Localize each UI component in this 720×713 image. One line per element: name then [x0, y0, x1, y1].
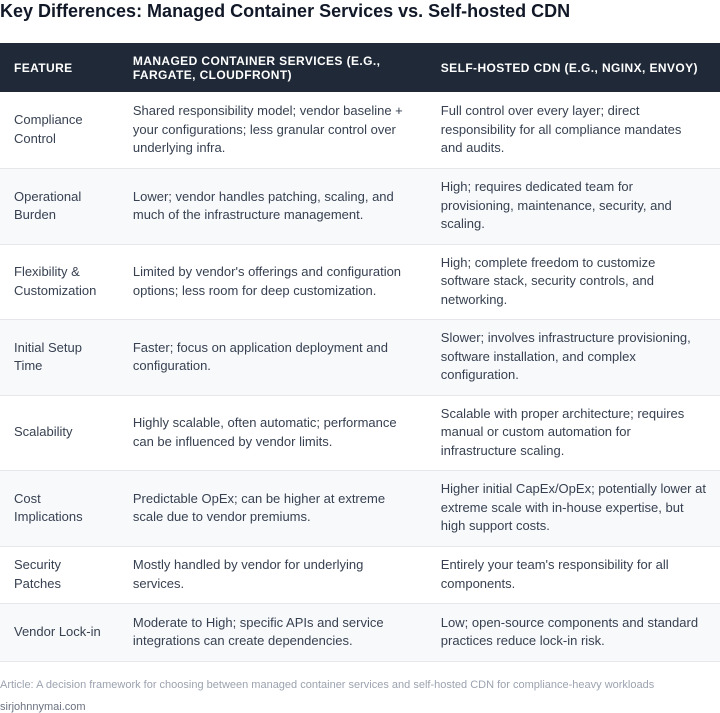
managed-cell: Moderate to High; specific APIs and serv…: [118, 603, 427, 662]
managed-cell: Limited by vendor's offerings and config…: [118, 244, 427, 320]
column-header-feature: FEATURE: [0, 43, 119, 92]
table-row: Operational Burden Lower; vendor handles…: [0, 168, 720, 245]
feature-cell: Cost Implications: [0, 470, 119, 547]
self-hosted-cell: High; requires dedicated team for provis…: [426, 168, 720, 245]
feature-cell: Vendor Lock-in: [0, 603, 119, 662]
feature-cell: Initial Setup Time: [0, 319, 119, 396]
self-hosted-cell: High; complete freedom to customize soft…: [426, 244, 720, 320]
table-row: Vendor Lock-in Moderate to High; specifi…: [0, 603, 720, 662]
table-header-row: FEATURE MANAGED CONTAINER SERVICES (E.G.…: [0, 43, 720, 92]
comparison-table: FEATURE MANAGED CONTAINER SERVICES (E.G.…: [0, 43, 720, 662]
table-row: Scalability Highly scalable, often autom…: [0, 395, 720, 471]
self-hosted-cell: Full control over every layer; direct re…: [426, 92, 720, 169]
table-row: Initial Setup Time Faster; focus on appl…: [0, 319, 720, 396]
self-hosted-cell: Low; open-source components and standard…: [426, 603, 720, 662]
feature-cell: Security Patches: [0, 546, 119, 604]
article-caption: Article: A decision framework for choosi…: [0, 679, 655, 691]
managed-cell: Highly scalable, often automatic; perfor…: [118, 395, 427, 471]
page-title: Key Differences: Managed Container Servi…: [0, 1, 571, 21]
feature-cell: Flexibility & Customization: [0, 244, 119, 320]
source-link[interactable]: sirjohnnymai.com: [0, 701, 86, 713]
table-row: Compliance Control Shared responsibility…: [0, 92, 720, 169]
table-row: Flexibility & Customization Limited by v…: [0, 244, 720, 320]
self-hosted-cell: Slower; involves infrastructure provisio…: [426, 319, 720, 396]
self-hosted-cell: Scalable with proper architecture; requi…: [426, 395, 720, 471]
column-header-self-hosted: SELF-HOSTED CDN (E.G., NGINX, ENVOY): [426, 43, 720, 92]
self-hosted-cell: Higher initial CapEx/OpEx; potentially l…: [426, 470, 720, 547]
managed-cell: Mostly handled by vendor for underlying …: [118, 546, 427, 604]
self-hosted-cell: Entirely your team's responsibility for …: [426, 546, 720, 604]
managed-cell: Lower; vendor handles patching, scaling,…: [118, 168, 427, 245]
managed-cell: Predictable OpEx; can be higher at extre…: [118, 470, 427, 547]
managed-cell: Shared responsibility model; vendor base…: [118, 92, 427, 169]
managed-cell: Faster; focus on application deployment …: [118, 319, 427, 396]
table-row: Security Patches Mostly handled by vendo…: [0, 546, 720, 604]
feature-cell: Scalability: [0, 395, 119, 471]
table-row: Cost Implications Predictable OpEx; can …: [0, 470, 720, 547]
feature-cell: Compliance Control: [0, 92, 119, 169]
feature-cell: Operational Burden: [0, 168, 119, 245]
column-header-managed: MANAGED CONTAINER SERVICES (E.G., FARGAT…: [118, 43, 427, 92]
